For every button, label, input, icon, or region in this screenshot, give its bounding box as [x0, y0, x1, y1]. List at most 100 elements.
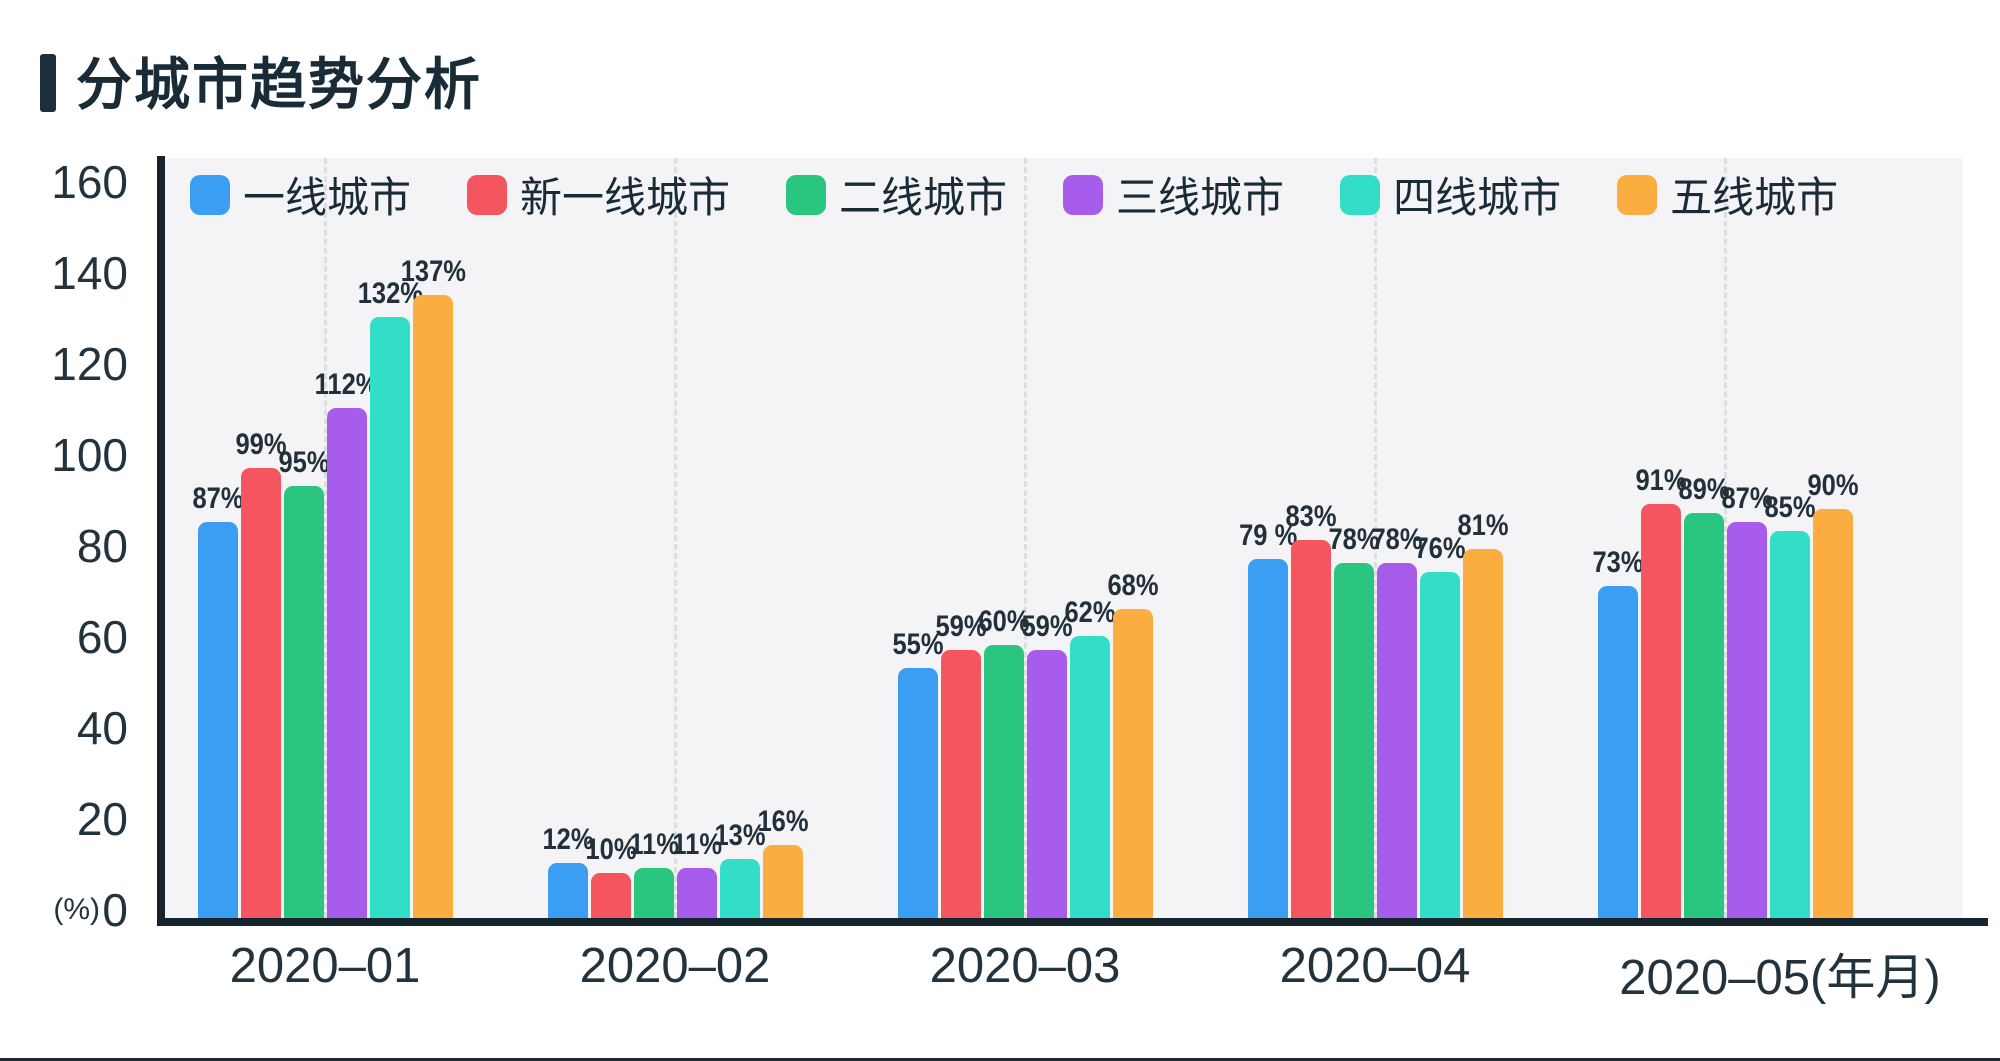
bar-value-label: 59% [1021, 610, 1073, 643]
bar-value-label: 78% [1371, 523, 1423, 556]
bar-value-label: 78% [1328, 523, 1380, 556]
bar-value-label: 85% [1764, 491, 1816, 524]
bar-value-label: 55% [892, 628, 944, 661]
bar-value-label: 95% [278, 446, 330, 479]
x-axis-tick-label: 2020–04 [1279, 939, 1471, 993]
x-axis-tick-label: 2020–01 [229, 939, 421, 993]
bar-四线城市-2020–05 [1770, 531, 1810, 918]
bar-value-label: 79 % [1238, 519, 1298, 552]
legend-item-5[interactable]: 四线城市 [1340, 164, 1561, 225]
legend-label: 五线城市 [1670, 174, 1839, 221]
chart-title: 分城市趋势分析 [76, 53, 482, 116]
vertical-gridline [1724, 158, 1727, 918]
bar-三线城市-2020–03 [1027, 650, 1067, 918]
bar-新一线城市-2020–05 [1641, 504, 1681, 918]
legend-swatch [1617, 174, 1658, 215]
bar-新一线城市-2020–02 [591, 873, 631, 918]
bar-value-label: 87% [1721, 482, 1773, 515]
bar-value-label: 68% [1107, 569, 1159, 602]
y-axis-tick-label: 60 [76, 611, 128, 663]
bar-二线城市-2020–02 [634, 868, 674, 918]
bar-五线城市-2020–05 [1813, 509, 1853, 918]
legend-label: 四线城市 [1393, 174, 1562, 221]
bar-value-label: 83% [1285, 500, 1337, 533]
y-axis-tick-label: 40 [76, 702, 128, 754]
legend-item-2[interactable]: 新一线城市 [467, 164, 730, 225]
legend-label: 三线城市 [1116, 174, 1285, 221]
bar-二线城市-2020–03 [984, 645, 1024, 918]
y-axis-tick-label: 20 [76, 793, 128, 845]
legend-item-1[interactable]: 一线城市 [190, 164, 411, 225]
bar-value-label: 11% [629, 828, 679, 861]
vertical-gridline [674, 158, 677, 918]
bar-value-label: 89% [1678, 473, 1730, 506]
bar-二线城市-2020–01 [284, 486, 324, 918]
bar-value-label: 81% [1457, 509, 1509, 542]
legend-swatch [1063, 174, 1104, 215]
legend-swatch [190, 174, 230, 215]
x-axis-tick-label: 2020–03 [929, 939, 1121, 993]
bar-四线城市-2020–03 [1070, 636, 1110, 918]
bar-新一线城市-2020–01 [241, 468, 281, 918]
bar-value-label: 60% [978, 605, 1030, 638]
vertical-gridline [1024, 158, 1027, 918]
bar-value-label: 90% [1807, 469, 1859, 502]
bar-value-label: 11% [672, 828, 722, 861]
y-axis-tick-label: 120 [51, 338, 128, 390]
vertical-gridline [1374, 158, 1377, 918]
bar-五线城市-2020–02 [763, 845, 803, 918]
legend-label: 新一线城市 [520, 174, 731, 221]
bar-value-label: 137% [400, 255, 466, 288]
bar-value-label: 132% [357, 277, 423, 310]
y-axis-tick-label: 0 [102, 884, 128, 936]
legend-item-4[interactable]: 三线城市 [1063, 164, 1284, 225]
bar-三线城市-2020–04 [1377, 563, 1417, 918]
bar-四线城市-2020–01 [370, 317, 410, 918]
chart-header: 分城市趋势分析 [0, 0, 2000, 130]
y-axis-tick-label: 160 [51, 156, 128, 208]
bar-三线城市-2020–05 [1727, 522, 1767, 918]
bar-value-label: 12% [542, 823, 594, 856]
bar-一线城市-2020–01 [198, 522, 238, 918]
bar-value-label: 91% [1635, 464, 1687, 497]
title-marker-bar [40, 54, 56, 112]
bar-二线城市-2020–05 [1684, 513, 1724, 918]
y-axis-tick-label: 140 [51, 247, 128, 299]
legend-item-6[interactable]: 五线城市 [1617, 164, 1838, 225]
y-axis-tick-label: 100 [51, 429, 128, 481]
y-axis-line [157, 156, 165, 926]
bar-value-label: 76% [1414, 532, 1466, 565]
bar-五线城市-2020–04 [1463, 549, 1503, 918]
x-axis-tick-label: 2020–05(年月) [1619, 951, 1941, 1005]
bar-五线城市-2020–01 [413, 295, 453, 918]
legend-swatch [786, 174, 827, 215]
legend-label: 一线城市 [243, 174, 412, 221]
bar-新一线城市-2020–03 [941, 650, 981, 918]
legend-swatch [1340, 174, 1381, 215]
vertical-gridline [324, 158, 327, 918]
bar-三线城市-2020–02 [677, 868, 717, 918]
legend-item-3[interactable]: 二线城市 [786, 164, 1007, 225]
y-axis-unit-label: (%) [53, 893, 100, 926]
page-bottom-divider [0, 1058, 2000, 1061]
legend: 一线城市 新一线城市 二线城市 三线城市 四线城市 五线城市 [190, 164, 1838, 225]
bar-四线城市-2020–02 [720, 859, 760, 918]
bar-一线城市-2020–05 [1598, 586, 1638, 918]
bar-新一线城市-2020–04 [1291, 540, 1331, 918]
bar-value-label: 87% [192, 482, 244, 515]
bar-四线城市-2020–04 [1420, 572, 1460, 918]
x-axis-tick-label: 2020–02 [579, 939, 771, 993]
bar-value-label: 59% [935, 610, 987, 643]
bar-五线城市-2020–03 [1113, 609, 1153, 918]
bar-value-label: 99% [235, 428, 287, 461]
bar-一线城市-2020–04 [1248, 559, 1288, 918]
bar-value-label: 62% [1064, 596, 1116, 629]
y-axis-tick-label: 80 [76, 520, 128, 572]
bar-三线城市-2020–01 [327, 408, 367, 918]
legend-label: 二线城市 [839, 174, 1008, 221]
bar-value-label: 112% [315, 368, 379, 401]
bar-value-label: 13% [714, 819, 766, 852]
legend-swatch [467, 174, 508, 215]
bar-value-label: 73% [1592, 546, 1644, 579]
